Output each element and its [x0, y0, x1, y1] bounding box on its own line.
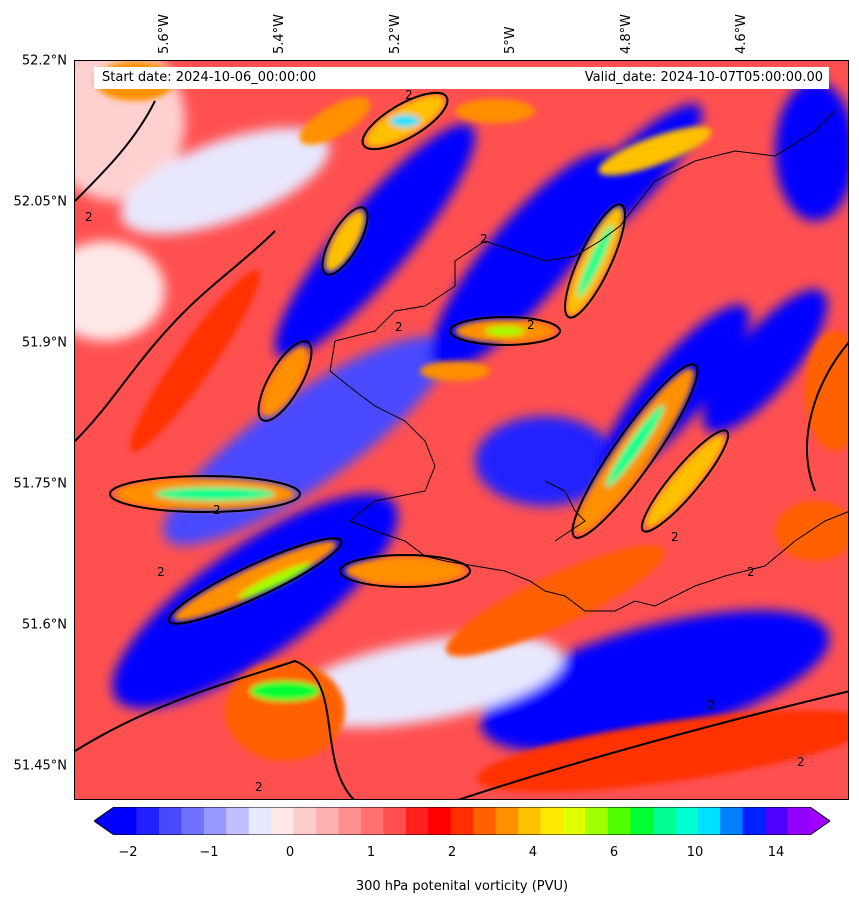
longitude-label: 5.2°W	[388, 14, 403, 54]
colorbar-segment	[339, 807, 362, 835]
colorbar-tick-label: 0	[286, 845, 294, 860]
pv-field-map: 2 2 2 2 2 2 2 2 2 2 2 2	[75, 61, 849, 800]
colorbar-title: 300 hPa potenital vorticity (PVU)	[0, 879, 859, 894]
colorbar-segment	[608, 807, 631, 835]
colorbar-segment	[159, 807, 182, 835]
latitude-label: 52.2°N	[22, 54, 67, 69]
colorbar-segment	[496, 807, 519, 835]
colorbar-segment	[720, 807, 743, 835]
contour-label: 2	[85, 210, 93, 224]
colorbar-tick-label: 6	[610, 845, 618, 860]
latitude-label: 52.05°N	[14, 195, 67, 210]
contour-label: 2	[747, 565, 755, 579]
colorbar-segment	[361, 807, 384, 835]
contour-label: 2	[405, 88, 413, 102]
contour-label: 2	[395, 320, 403, 334]
colorbar-segment	[653, 807, 676, 835]
colorbar-segment	[204, 807, 227, 835]
colorbar-tick-label: 4	[529, 845, 537, 860]
colorbar-segment	[316, 807, 339, 835]
colorbar-tick-label: 2	[448, 845, 456, 860]
colorbar-segment	[271, 807, 294, 835]
colorbar-segment	[698, 807, 721, 835]
contour-label: 2	[527, 318, 535, 332]
longitude-label: 4.6°W	[734, 14, 749, 54]
contour-label: 2	[480, 232, 488, 246]
colorbar-segment	[249, 807, 272, 835]
colorbar-segment	[114, 807, 137, 835]
colorbar-segment	[428, 807, 451, 835]
latitude-label: 51.75°N	[14, 477, 67, 492]
colorbar-segment	[518, 807, 541, 835]
map-panel: 2 2 2 2 2 2 2 2 2 2 2 2	[74, 60, 849, 800]
latitude-label: 51.45°N	[14, 759, 67, 774]
colorbar-segment	[473, 807, 496, 835]
contour-label: 2	[213, 503, 221, 517]
contour-label: 2	[671, 530, 679, 544]
colorbar-segment	[765, 807, 788, 835]
valid-date-label: Valid_date: 2024-10-07T05:00:00.00	[585, 70, 823, 85]
colorbar-segment	[788, 807, 811, 835]
contour-label: 2	[707, 698, 715, 712]
contour-label: 2	[157, 565, 165, 579]
colorbar-segment	[383, 807, 406, 835]
latitude-label: 51.9°N	[22, 336, 67, 351]
longitude-label: 5°W	[503, 26, 518, 54]
colorbar-tick-label: −2	[118, 845, 137, 860]
colorbar-segment	[226, 807, 249, 835]
latitude-label: 51.6°N	[22, 618, 67, 633]
longitude-label: 4.8°W	[619, 14, 634, 54]
colorbar-segment	[406, 807, 429, 835]
colorbar-tick-label: 10	[687, 845, 704, 860]
colorbar-over-triangle	[810, 807, 830, 835]
start-date-label: Start date: 2024-10-06_00:00:00	[102, 70, 316, 85]
longitude-label: 5.6°W	[157, 14, 172, 54]
contour-label: 2	[255, 780, 263, 794]
contour-label: 2	[797, 755, 805, 769]
colorbar-tick-label: −1	[199, 845, 218, 860]
colorbar-segment	[630, 807, 653, 835]
longitude-label: 5.4°W	[272, 14, 287, 54]
colorbar-segment	[451, 807, 474, 835]
colorbar-segment	[563, 807, 586, 835]
colorbar-tick-label: 1	[367, 845, 375, 860]
colorbar-segment	[585, 807, 608, 835]
colorbar-segment	[294, 807, 317, 835]
colorbar-segment	[136, 807, 159, 835]
colorbar-under-triangle	[94, 807, 114, 835]
colorbar-segment	[743, 807, 766, 835]
colorbar-segment	[541, 807, 564, 835]
colorbar-tick-label: 14	[768, 845, 785, 860]
colorbar-segment	[675, 807, 698, 835]
colorbar	[94, 807, 830, 835]
colorbar-segment	[181, 807, 204, 835]
